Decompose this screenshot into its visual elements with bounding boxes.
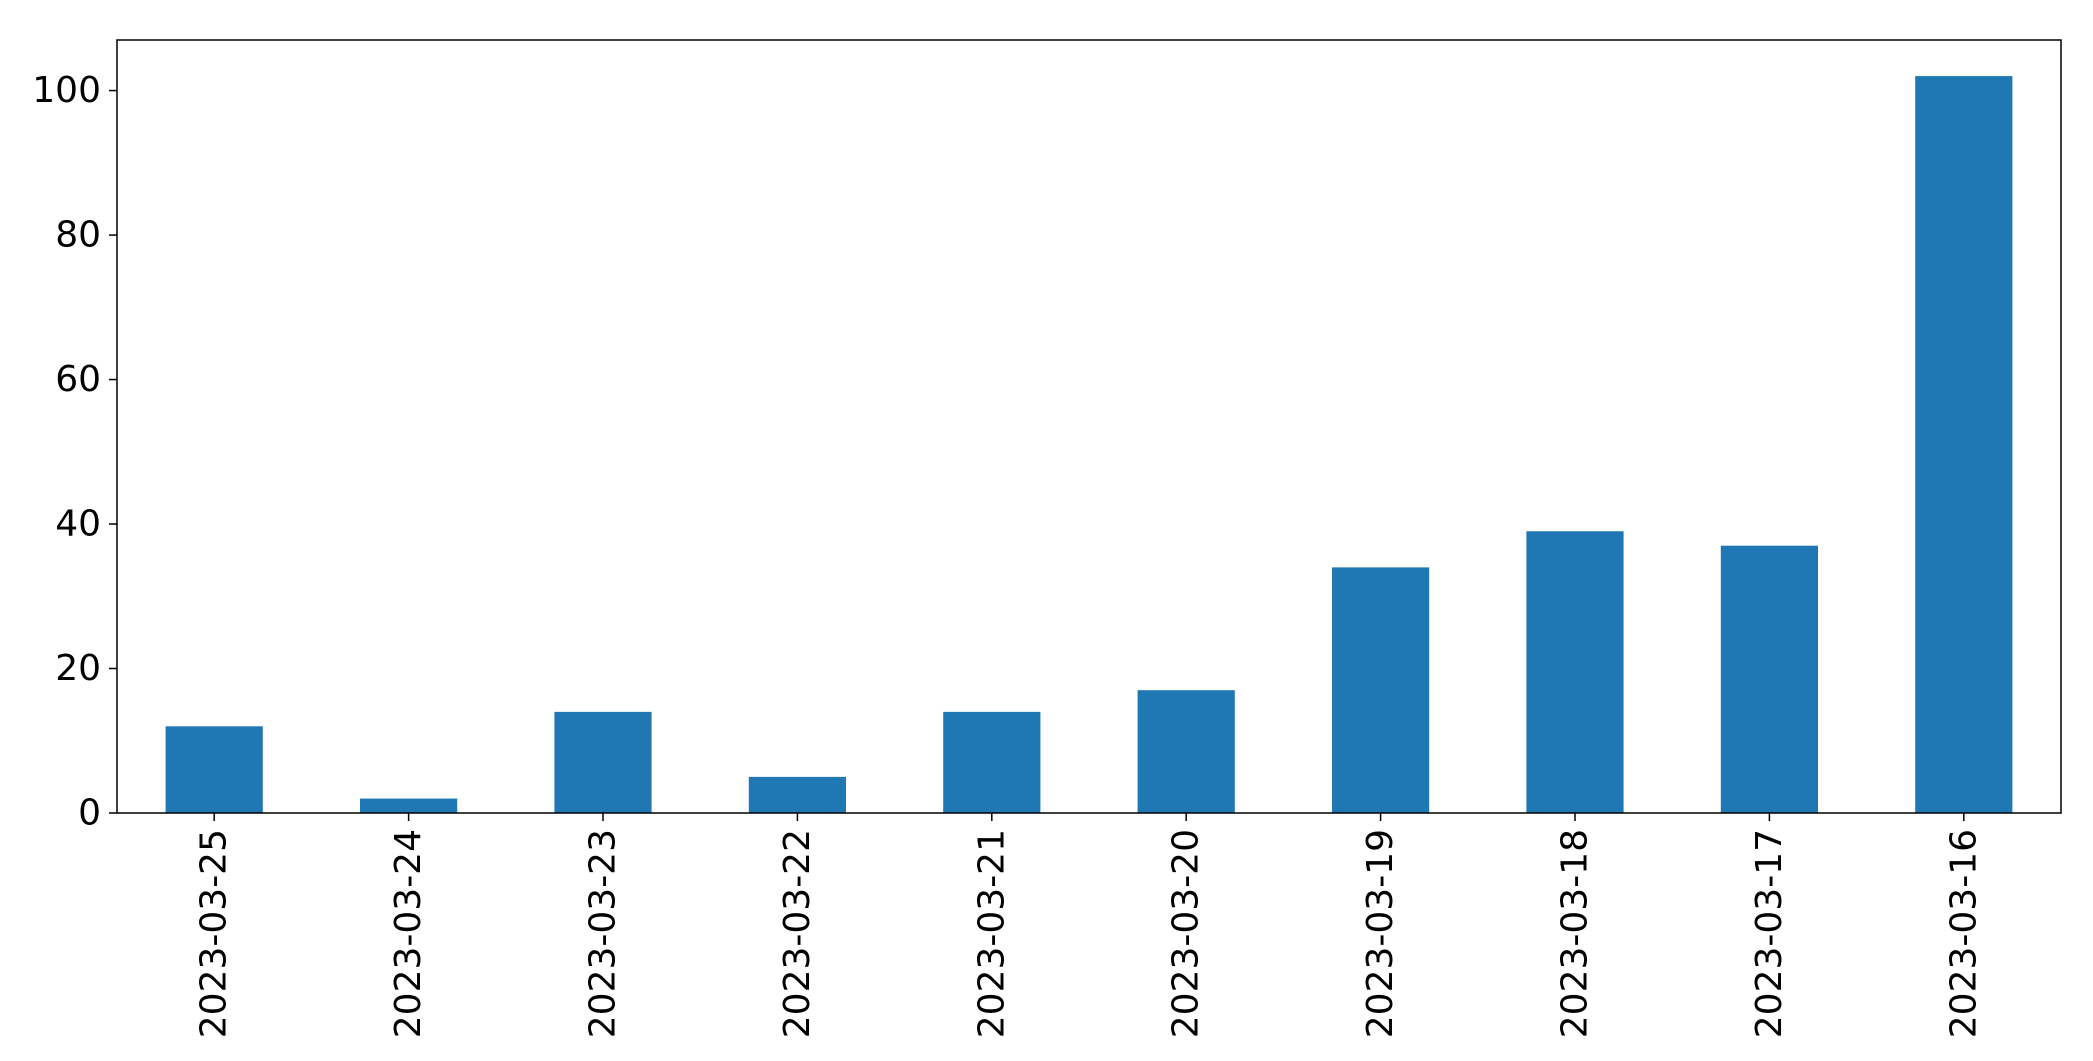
y-tick-label: 40 xyxy=(55,504,101,545)
y-tick-label: 20 xyxy=(55,648,101,689)
bar-2023-03-22 xyxy=(748,776,846,813)
bar-2023-03-16 xyxy=(1915,76,2013,813)
y-axis-ticks: 0 20 40 60 80 100 xyxy=(32,70,117,834)
x-tick-label: 2023-03-19 xyxy=(1360,829,1401,1038)
bar-2023-03-23 xyxy=(554,711,652,813)
bar-2023-03-21 xyxy=(943,711,1041,813)
x-tick-label: 2023-03-16 xyxy=(1943,829,1984,1038)
x-tick-label: 2023-03-22 xyxy=(777,829,818,1038)
y-tick-label: 100 xyxy=(32,70,101,111)
bar-2023-03-17 xyxy=(1720,545,1818,813)
y-tick-label: 0 xyxy=(78,793,101,834)
bars-group xyxy=(165,76,2013,813)
y-tick-label: 80 xyxy=(55,215,101,256)
x-tick-label: 2023-03-21 xyxy=(971,829,1012,1038)
bar-2023-03-19 xyxy=(1332,567,1430,813)
x-tick-label: 2023-03-25 xyxy=(194,829,235,1038)
bar-2023-03-18 xyxy=(1526,531,1624,813)
y-tick-label: 60 xyxy=(55,359,101,400)
axes-frame xyxy=(116,39,2062,814)
x-tick-label: 2023-03-23 xyxy=(583,829,624,1038)
x-tick-label: 2023-03-24 xyxy=(388,829,429,1038)
bar-2023-03-20 xyxy=(1137,690,1235,813)
bar-2023-03-25 xyxy=(165,726,263,813)
x-tick-label: 2023-03-20 xyxy=(1166,829,1207,1038)
x-tick-label: 2023-03-17 xyxy=(1749,829,1790,1038)
bar-2023-03-24 xyxy=(360,798,458,813)
x-axis-ticks: 2023-03-25 2023-03-24 2023-03-23 2023-03-22… xyxy=(194,813,1984,1038)
x-tick-label: 2023-03-18 xyxy=(1555,829,1596,1038)
